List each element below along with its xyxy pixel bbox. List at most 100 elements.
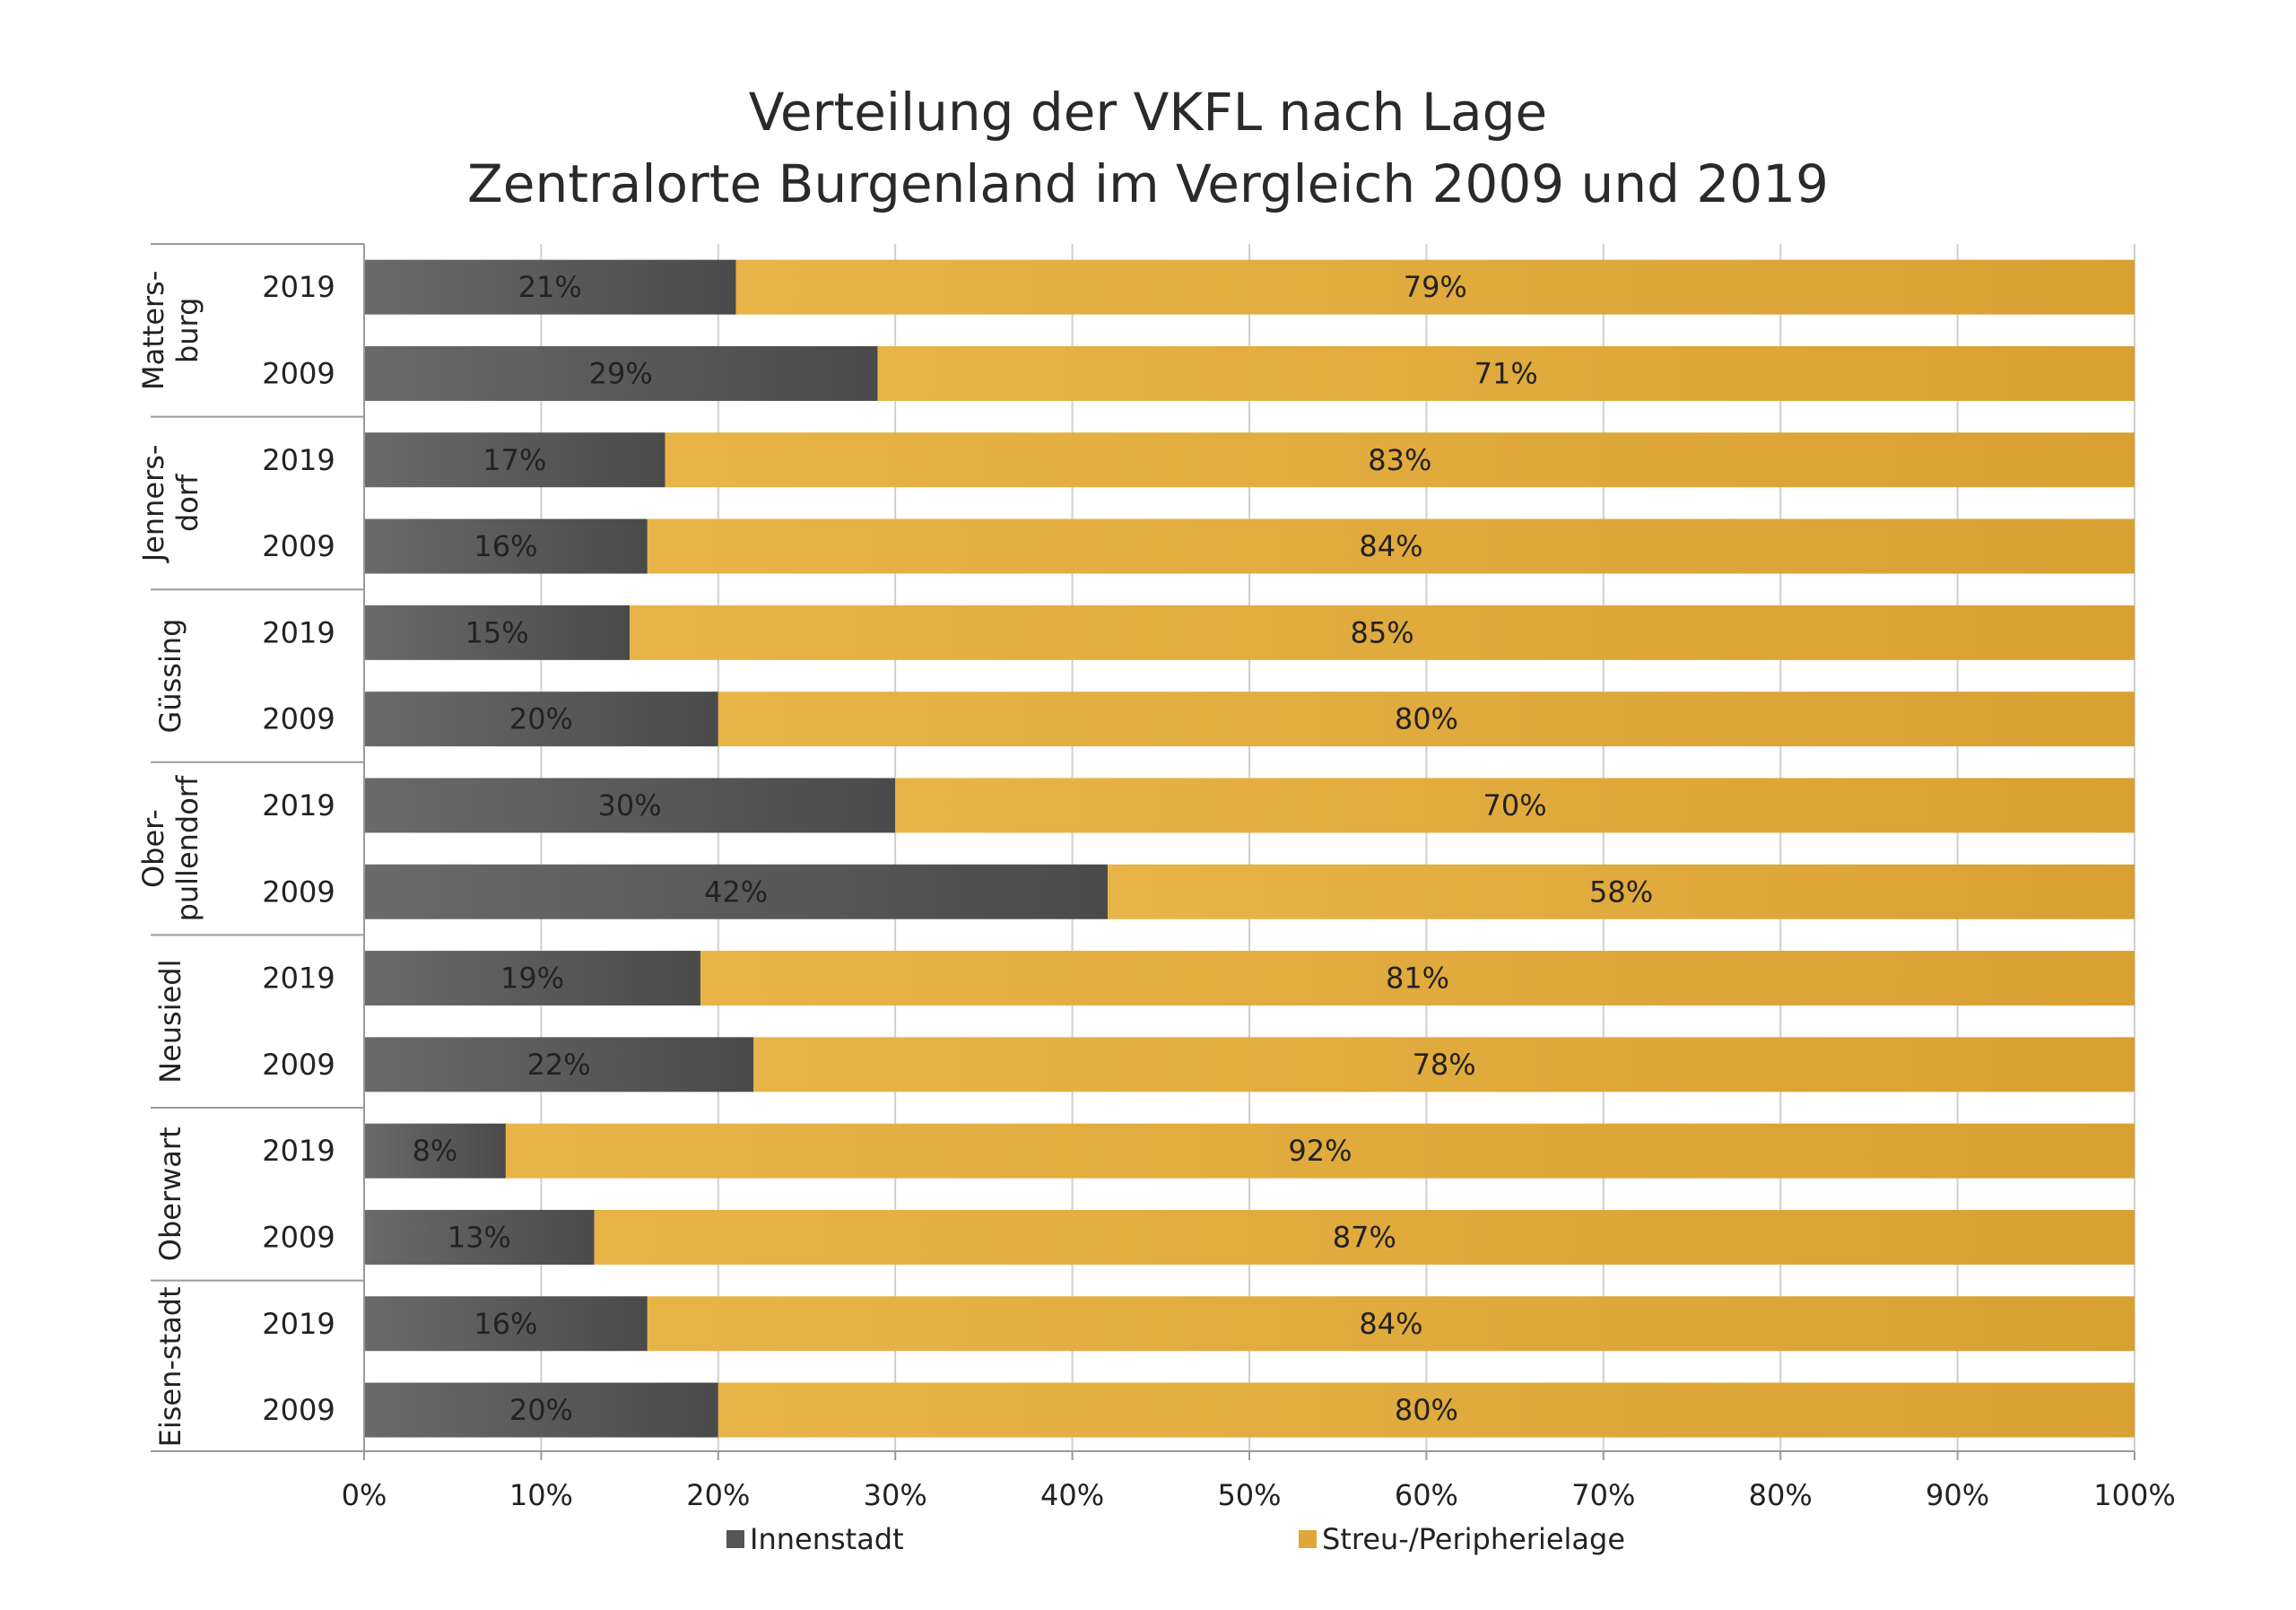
bar-innen-g6-2009 xyxy=(364,1382,718,1438)
data-label-innen-g5-2009: 13% xyxy=(448,1220,511,1254)
bars: 21% 79% 29% 71% 17% 83% 16% 84% 15% 85% 20% 80% 30% 7… xyxy=(364,259,2135,1438)
data-label-streu-g6-2009: 80% xyxy=(1395,1393,1458,1427)
bar-streu-g3-2019 xyxy=(895,778,2135,833)
bar-streu-g1-2019 xyxy=(665,432,2135,488)
year-label-g4-2019: 2019 xyxy=(262,962,335,996)
axis: 2019 2009 Matters-burg 2019 2009 Jenners-dorf… xyxy=(136,243,2176,1512)
year-label-g0-2009: 2009 xyxy=(262,356,335,390)
data-label-streu-g0-2019: 79% xyxy=(1404,270,1467,304)
year-label-g0-2019: 2019 xyxy=(262,270,335,304)
data-label-streu-g1-2019: 83% xyxy=(1368,443,1431,477)
data-label-streu-g5-2019: 92% xyxy=(1288,1134,1352,1168)
data-label-streu-g1-2009: 84% xyxy=(1359,529,1422,563)
data-label-streu-g0-2009: 71% xyxy=(1474,356,1538,390)
bar-streu-g1-2009 xyxy=(647,518,2135,574)
group-label-3-1: pullendorf xyxy=(170,775,204,921)
bar-streu-g5-2009 xyxy=(594,1209,2135,1265)
data-label-innen-g4-2009: 22% xyxy=(527,1048,591,1082)
legend-label-streu: Streu-/Peripherielage xyxy=(1322,1522,1625,1556)
year-label-g6-2009: 2009 xyxy=(262,1393,335,1427)
data-label-innen-g1-2009: 16% xyxy=(474,529,537,563)
x-tick-label-20: 20% xyxy=(686,1478,750,1512)
group-label-1-0: Jenners- xyxy=(136,445,170,564)
year-label-g1-2019: 2019 xyxy=(262,443,335,477)
bar-streu-g3-2009 xyxy=(1108,864,2135,919)
chart-title-line-1: Verteilung der VKFL nach Lage xyxy=(749,82,1547,143)
x-tick-label-50: 50% xyxy=(1217,1478,1281,1512)
bar-innen-g0-2019 xyxy=(364,259,736,315)
bar-streu-g2-2009 xyxy=(718,692,2135,747)
x-tick-label-30: 30% xyxy=(864,1478,927,1512)
data-label-streu-g2-2009: 80% xyxy=(1395,702,1458,736)
data-label-streu-g3-2019: 70% xyxy=(1483,788,1547,822)
year-label-g3-2019: 2019 xyxy=(262,788,335,822)
year-label-g2-2009: 2009 xyxy=(262,702,335,736)
data-label-innen-g3-2019: 30% xyxy=(598,788,662,822)
bar-innen-g3-2019 xyxy=(364,778,896,833)
bar-innen-g4-2019 xyxy=(364,951,701,1006)
x-tick-label-0: 0% xyxy=(342,1478,387,1512)
bar-streu-g6-2019 xyxy=(647,1296,2135,1352)
data-label-innen-g2-2009: 20% xyxy=(509,702,573,736)
bar-innen-g4-2009 xyxy=(364,1037,754,1092)
bar-streu-g0-2009 xyxy=(877,345,2135,401)
data-label-streu-g4-2019: 81% xyxy=(1386,962,1449,996)
group-label-0-0: Matters- xyxy=(136,271,170,390)
data-label-streu-g3-2009: 58% xyxy=(1589,875,1653,909)
legend-label-innen: Innenstadt xyxy=(750,1522,904,1556)
chart-title-line-2: Zentralorte Burgenland im Vergleich 2009… xyxy=(467,153,1829,214)
data-label-streu-g6-2019: 84% xyxy=(1359,1307,1422,1341)
legend-swatch-streu xyxy=(1299,1530,1317,1548)
bar-streu-g6-2009 xyxy=(718,1382,2135,1438)
data-label-innen-g6-2019: 16% xyxy=(474,1307,537,1341)
x-tick-label-90: 90% xyxy=(1926,1478,1989,1512)
bar-streu-g0-2019 xyxy=(735,259,2135,315)
group-label-5-0: Oberwart xyxy=(153,1127,187,1261)
bar-streu-g2-2019 xyxy=(630,605,2135,660)
data-label-innen-g4-2019: 19% xyxy=(500,962,564,996)
year-label-g2-2019: 2019 xyxy=(262,615,335,649)
year-label-g5-2009: 2009 xyxy=(262,1220,335,1254)
group-label-2-0: Güssing xyxy=(153,619,187,734)
data-label-innen-g0-2019: 21% xyxy=(518,270,582,304)
data-label-innen-g6-2009: 20% xyxy=(509,1393,573,1427)
bar-innen-g0-2009 xyxy=(364,345,878,401)
bar-innen-g5-2009 xyxy=(364,1209,595,1265)
data-label-innen-g2-2019: 15% xyxy=(465,615,528,649)
year-label-g1-2009: 2009 xyxy=(262,529,335,563)
data-label-innen-g1-2019: 17% xyxy=(483,443,546,477)
bar-innen-g3-2009 xyxy=(364,864,1109,919)
legend: Innenstadt Streu-/Peripherielage xyxy=(726,1522,1625,1556)
gridlines xyxy=(363,244,2135,1451)
bar-innen-g6-2019 xyxy=(364,1296,648,1352)
legend-swatch-innen xyxy=(726,1530,744,1548)
year-label-g5-2019: 2019 xyxy=(262,1134,335,1168)
group-label-1-1: dorf xyxy=(170,474,204,532)
bar-innen-g1-2019 xyxy=(364,432,665,488)
data-label-streu-g2-2019: 85% xyxy=(1350,615,1413,649)
year-label-g6-2019: 2019 xyxy=(262,1307,335,1341)
data-label-streu-g4-2009: 78% xyxy=(1413,1048,1476,1082)
data-label-streu-g5-2009: 87% xyxy=(1333,1220,1396,1254)
data-label-innen-g0-2009: 29% xyxy=(589,356,653,390)
data-label-innen-g5-2019: 8% xyxy=(413,1134,458,1168)
bar-innen-g5-2019 xyxy=(364,1123,506,1179)
bar-innen-g2-2009 xyxy=(364,692,718,747)
group-label-6-0: Eisen-stadt xyxy=(153,1286,187,1447)
bar-streu-g4-2009 xyxy=(753,1037,2135,1092)
group-label-4-0: Neusiedl xyxy=(153,960,187,1083)
x-tick-label-10: 10% xyxy=(509,1478,573,1512)
x-tick-label-60: 60% xyxy=(1395,1478,1458,1512)
data-label-innen-g3-2009: 42% xyxy=(704,875,768,909)
x-tick-label-70: 70% xyxy=(1571,1478,1635,1512)
bar-streu-g5-2019 xyxy=(505,1123,2135,1179)
x-tick-label-80: 80% xyxy=(1749,1478,1813,1512)
year-label-g3-2009: 2009 xyxy=(262,875,335,909)
bar-innen-g1-2009 xyxy=(364,518,648,574)
x-tick-label-40: 40% xyxy=(1040,1478,1104,1512)
bar-innen-g2-2019 xyxy=(364,605,631,660)
chart-title: Verteilung der VKFL nach Lage Zentralorte… xyxy=(467,82,1829,214)
bar-streu-g4-2019 xyxy=(700,951,2135,1006)
year-label-g4-2009: 2009 xyxy=(262,1048,335,1082)
